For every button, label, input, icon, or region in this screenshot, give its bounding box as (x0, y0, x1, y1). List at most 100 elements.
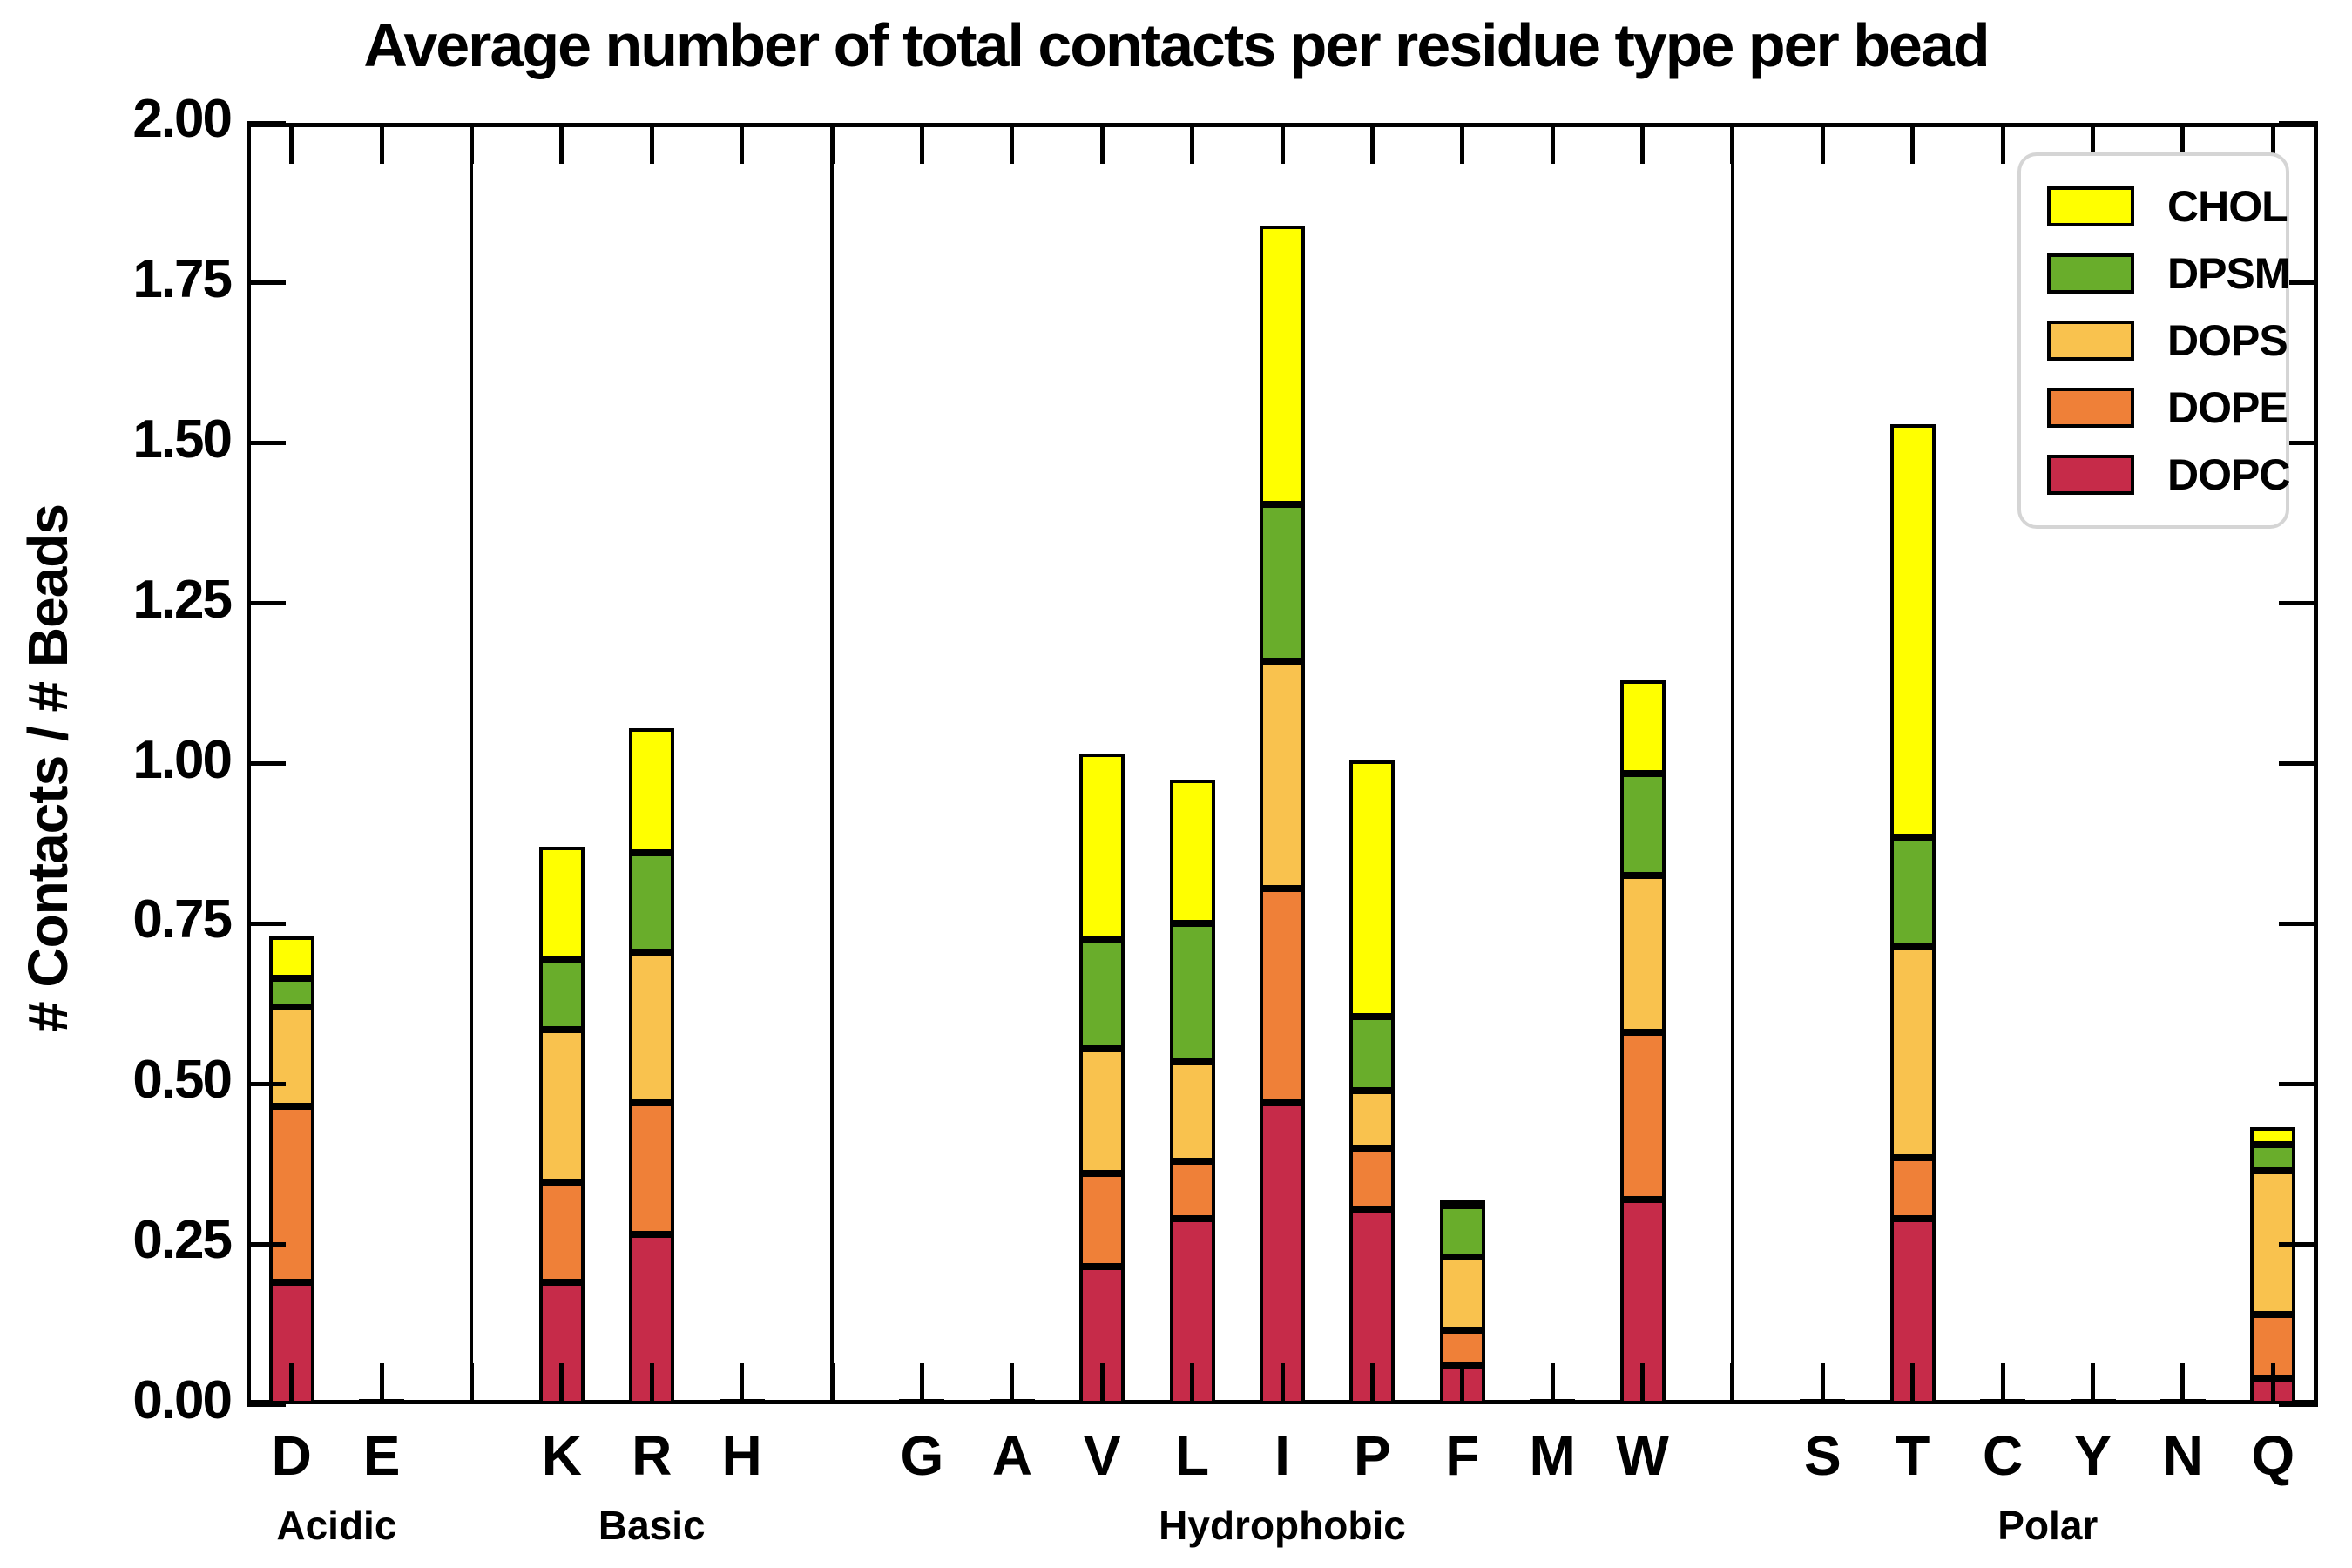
x-tick-label-G: G (900, 1424, 944, 1487)
bar-segment-dpsm-K (538, 958, 585, 1030)
x-tick-label-N: N (2162, 1424, 2204, 1487)
y-tick-right (2279, 1402, 2318, 1407)
x-tick-bottom (559, 1363, 564, 1402)
x-tick-bottom (1550, 1363, 1555, 1402)
bar-segment-dops-R (629, 952, 675, 1104)
legend-swatch-dpsm (2047, 253, 2134, 294)
chart-title: Average number of total contacts per res… (363, 11, 1990, 79)
y-tick-left (247, 1241, 286, 1247)
x-tick-bottom (1010, 1363, 1015, 1402)
x-tick-top (1190, 125, 1195, 164)
x-tick-bottom (740, 1363, 745, 1402)
x-tick-label-K: K (541, 1424, 582, 1487)
x-tick-label-F: F (1445, 1424, 1480, 1487)
x-tick-bottom (379, 1363, 384, 1402)
x-tick-top (379, 125, 384, 164)
x-tick-top (740, 125, 745, 164)
y-tick-right (2279, 1241, 2318, 1247)
bar-segment-chol-D (268, 936, 314, 978)
x-tick-bottom (2000, 1363, 2005, 1402)
bar-segment-chol-W (1619, 679, 1666, 774)
y-tick-right (2279, 120, 2318, 125)
x-tick-label-L: L (1175, 1424, 1210, 1487)
bar-segment-dope-D (268, 1105, 314, 1283)
bar-segment-dope-F (1439, 1330, 1485, 1366)
x-tick-bottom (649, 1363, 654, 1402)
x-tick-top (1730, 125, 1735, 164)
y-tick-label: 0.50 (132, 1050, 233, 1111)
x-tick-bottom (1820, 1363, 1825, 1402)
y-tick-left (247, 280, 286, 286)
x-tick-top (2091, 125, 2096, 164)
x-tick-bottom (1460, 1363, 1465, 1402)
bar-segment-dpsm-F (1439, 1205, 1485, 1257)
group-divider-line (1730, 123, 1734, 1404)
bar-segment-chol-T (1889, 423, 1936, 838)
x-tick-top (469, 125, 474, 164)
x-tick-top (1099, 125, 1105, 164)
x-tick-top (829, 125, 835, 164)
legend-label: DPSM (2167, 249, 2290, 299)
bar-segment-dope-W (1619, 1032, 1666, 1200)
x-tick-label-M: M (1529, 1424, 1576, 1487)
y-tick-label: 1.75 (132, 248, 233, 309)
legend-swatch-dope (2047, 387, 2134, 428)
y-tick-left (247, 601, 286, 606)
x-tick-top (1550, 125, 1555, 164)
bar-segment-dpsm-T (1889, 837, 1936, 947)
y-tick-right (2279, 1081, 2318, 1086)
bar-segment-dopc-I (1260, 1103, 1305, 1404)
legend-swatch-dopc (2047, 454, 2134, 495)
x-tick-top (2180, 125, 2186, 164)
x-tick-label-R: R (632, 1424, 672, 1487)
x-tick-bottom (2180, 1363, 2186, 1402)
bar-segment-dops-V (1079, 1048, 1125, 1174)
x-tick-label-T: T (1896, 1424, 1930, 1487)
x-tick-bottom (2091, 1363, 2096, 1402)
x-tick-top (1010, 125, 1015, 164)
bar-segment-dpsm-R (629, 853, 675, 953)
bar-segment-chol-I (1260, 225, 1305, 504)
bar-segment-dops-I (1260, 660, 1305, 889)
group-label-acidic: Acidic (276, 1503, 397, 1548)
bar-segment-chol-K (538, 847, 585, 959)
x-tick-label-H: H (721, 1424, 762, 1487)
legend-label: DOPS (2167, 315, 2288, 365)
x-tick-label-W: W (1616, 1424, 1669, 1487)
y-tick-right (2279, 441, 2318, 446)
x-tick-label-Q: Q (2251, 1424, 2295, 1487)
x-tick-label-E: E (362, 1424, 401, 1487)
x-tick-top (2270, 125, 2275, 164)
x-tick-bottom (829, 1363, 835, 1402)
bar-segment-dpsm-W (1619, 773, 1666, 876)
x-tick-label-S: S (1804, 1424, 1842, 1487)
x-tick-label-P: P (1354, 1424, 1391, 1487)
x-tick-top (919, 125, 924, 164)
x-tick-top (1820, 125, 1825, 164)
x-tick-top (289, 125, 294, 164)
y-tick-left (247, 921, 286, 926)
bar-segment-dpsm-Q (2250, 1145, 2296, 1171)
y-tick-label: 1.50 (132, 409, 233, 470)
bar-segment-dops-F (1439, 1256, 1485, 1331)
legend-swatch-chol (2047, 186, 2134, 227)
bar-segment-dope-V (1079, 1173, 1125, 1267)
y-tick-label: 0.25 (132, 1210, 233, 1271)
y-tick-left (247, 441, 286, 446)
x-tick-top (1910, 125, 1916, 164)
x-tick-label-Y: Y (2074, 1424, 2112, 1487)
bar-segment-dpsm-V (1079, 939, 1125, 1049)
x-tick-label-A: A (991, 1424, 1032, 1487)
bar-segment-dops-T (1889, 946, 1936, 1158)
y-tick-label: 1.00 (132, 729, 233, 790)
x-tick-bottom (469, 1363, 474, 1402)
group-label-basic: Basic (598, 1503, 706, 1548)
bar-segment-dops-W (1619, 875, 1666, 1033)
bar-segment-chol-Q (2250, 1126, 2296, 1146)
y-tick-left (247, 120, 286, 125)
bar-segment-dpsm-D (268, 977, 314, 1007)
x-tick-bottom (1730, 1363, 1735, 1402)
bar-segment-chol-P (1349, 760, 1396, 1017)
x-tick-top (1460, 125, 1465, 164)
x-tick-label-I: I (1274, 1424, 1290, 1487)
